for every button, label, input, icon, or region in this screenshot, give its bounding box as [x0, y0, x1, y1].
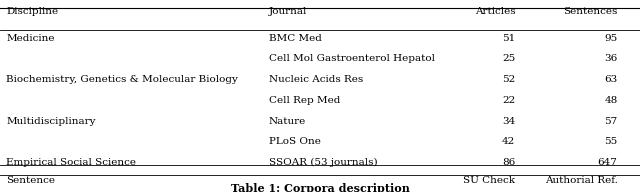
Text: Cell Rep Med: Cell Rep Med — [269, 96, 340, 105]
Text: Medicine: Medicine — [6, 34, 55, 43]
Text: 25: 25 — [502, 54, 515, 63]
Text: SU Check: SU Check — [463, 176, 515, 185]
Text: Discipline: Discipline — [6, 7, 58, 16]
Text: Sentence: Sentence — [6, 176, 56, 185]
Text: Biochemistry, Genetics & Molecular Biology: Biochemistry, Genetics & Molecular Biolo… — [6, 75, 238, 84]
Text: 22: 22 — [502, 96, 515, 105]
Text: 36: 36 — [604, 54, 618, 63]
Text: 57: 57 — [604, 117, 618, 126]
Text: Articles: Articles — [475, 7, 515, 16]
Text: 52: 52 — [502, 75, 515, 84]
Text: Nature: Nature — [269, 117, 306, 126]
Text: BMC Med: BMC Med — [269, 34, 322, 43]
Text: Cell Mol Gastroenterol Hepatol: Cell Mol Gastroenterol Hepatol — [269, 54, 435, 63]
Text: Sentences: Sentences — [563, 7, 618, 16]
Text: 34: 34 — [502, 117, 515, 126]
Text: 63: 63 — [604, 75, 618, 84]
Text: Multidisciplinary: Multidisciplinary — [6, 117, 96, 126]
Text: 95: 95 — [604, 34, 618, 43]
Text: 86: 86 — [502, 158, 515, 167]
Text: SSOAR (53 journals): SSOAR (53 journals) — [269, 158, 378, 167]
Text: 48: 48 — [604, 96, 618, 105]
Text: 51: 51 — [502, 34, 515, 43]
Text: 55: 55 — [604, 137, 618, 146]
Text: Empirical Social Science: Empirical Social Science — [6, 158, 136, 167]
Text: Nucleic Acids Res: Nucleic Acids Res — [269, 75, 363, 84]
Text: Authorial Ref.: Authorial Ref. — [545, 176, 618, 185]
Text: Table 1: Corpora description: Table 1: Corpora description — [230, 183, 410, 192]
Text: PLoS One: PLoS One — [269, 137, 321, 146]
Text: 42: 42 — [502, 137, 515, 146]
Text: Journal: Journal — [269, 7, 307, 16]
Text: 647: 647 — [598, 158, 618, 167]
